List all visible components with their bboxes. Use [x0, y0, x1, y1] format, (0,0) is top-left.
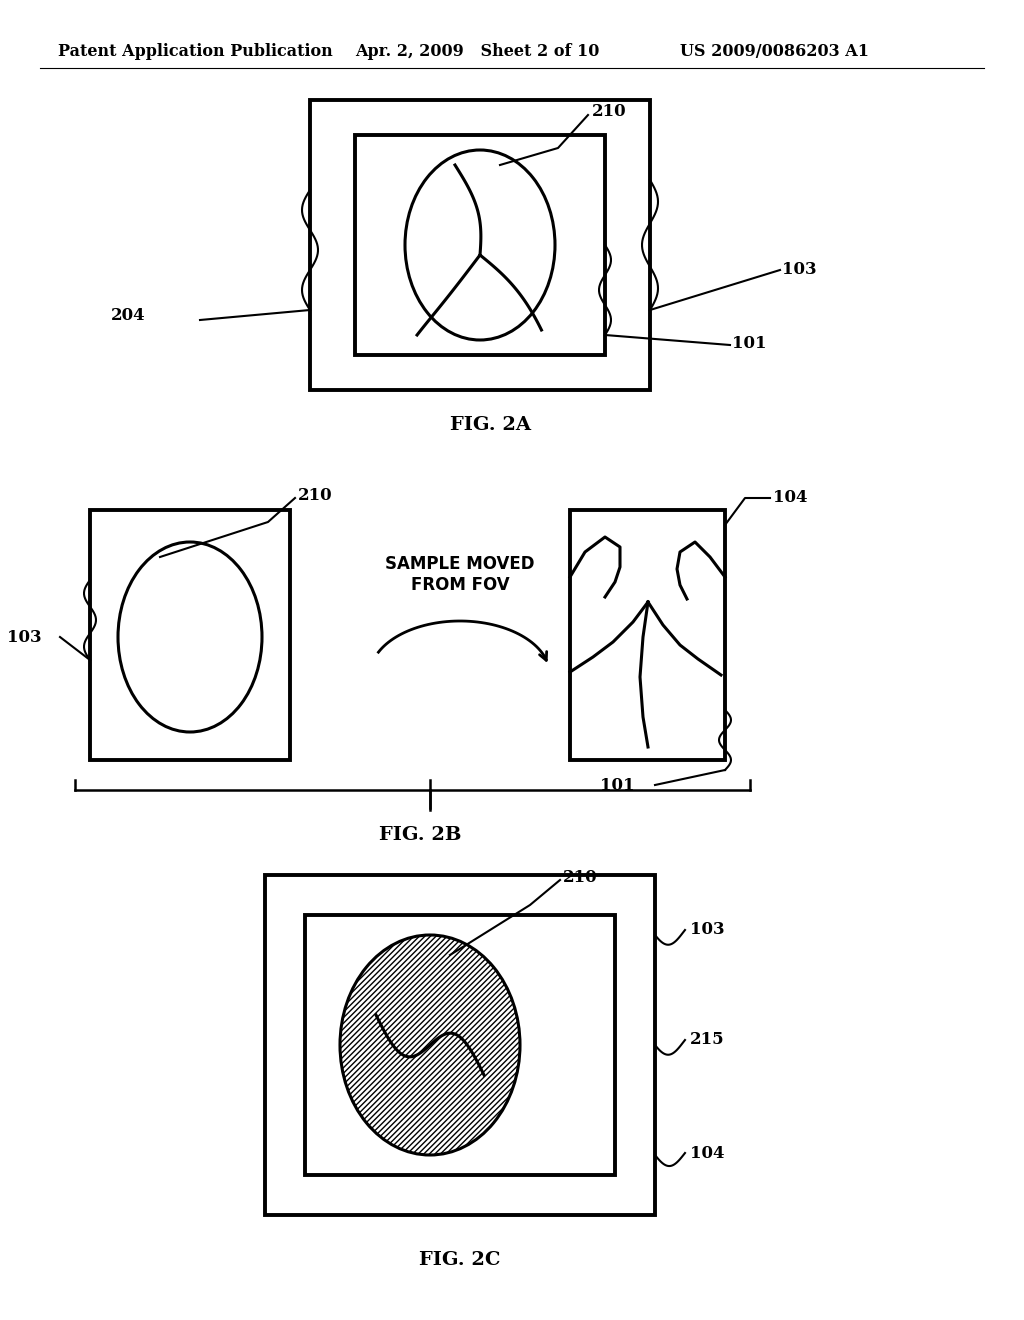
Text: FIG. 2A: FIG. 2A	[450, 416, 530, 434]
Text: 204: 204	[111, 306, 145, 323]
Text: 104: 104	[773, 488, 808, 506]
Text: US 2009/0086203 A1: US 2009/0086203 A1	[680, 44, 869, 61]
Text: 103: 103	[7, 628, 42, 645]
Ellipse shape	[340, 935, 520, 1155]
Bar	[310, 100, 650, 389]
Text: 210: 210	[563, 870, 598, 887]
Text: Apr. 2, 2009   Sheet 2 of 10: Apr. 2, 2009 Sheet 2 of 10	[355, 44, 599, 61]
Text: 104: 104	[690, 1144, 725, 1162]
Bar	[90, 510, 290, 760]
Text: FIG. 2C: FIG. 2C	[419, 1251, 501, 1269]
Text: 210: 210	[592, 103, 627, 120]
Text: FIG. 2B: FIG. 2B	[379, 826, 461, 843]
Text: 101: 101	[732, 335, 767, 352]
Text: 103: 103	[782, 261, 816, 279]
Text: 215: 215	[690, 1031, 725, 1048]
Bar	[305, 915, 615, 1175]
Ellipse shape	[118, 543, 262, 733]
Bar	[355, 135, 605, 355]
Text: SAMPLE MOVED
FROM FOV: SAMPLE MOVED FROM FOV	[385, 554, 535, 594]
Bar	[570, 510, 725, 760]
Text: 103: 103	[690, 921, 725, 939]
Bar	[265, 875, 655, 1214]
Text: 210: 210	[298, 487, 333, 504]
Text: Patent Application Publication: Patent Application Publication	[58, 44, 333, 61]
Ellipse shape	[406, 150, 555, 341]
Text: 101: 101	[600, 776, 635, 793]
